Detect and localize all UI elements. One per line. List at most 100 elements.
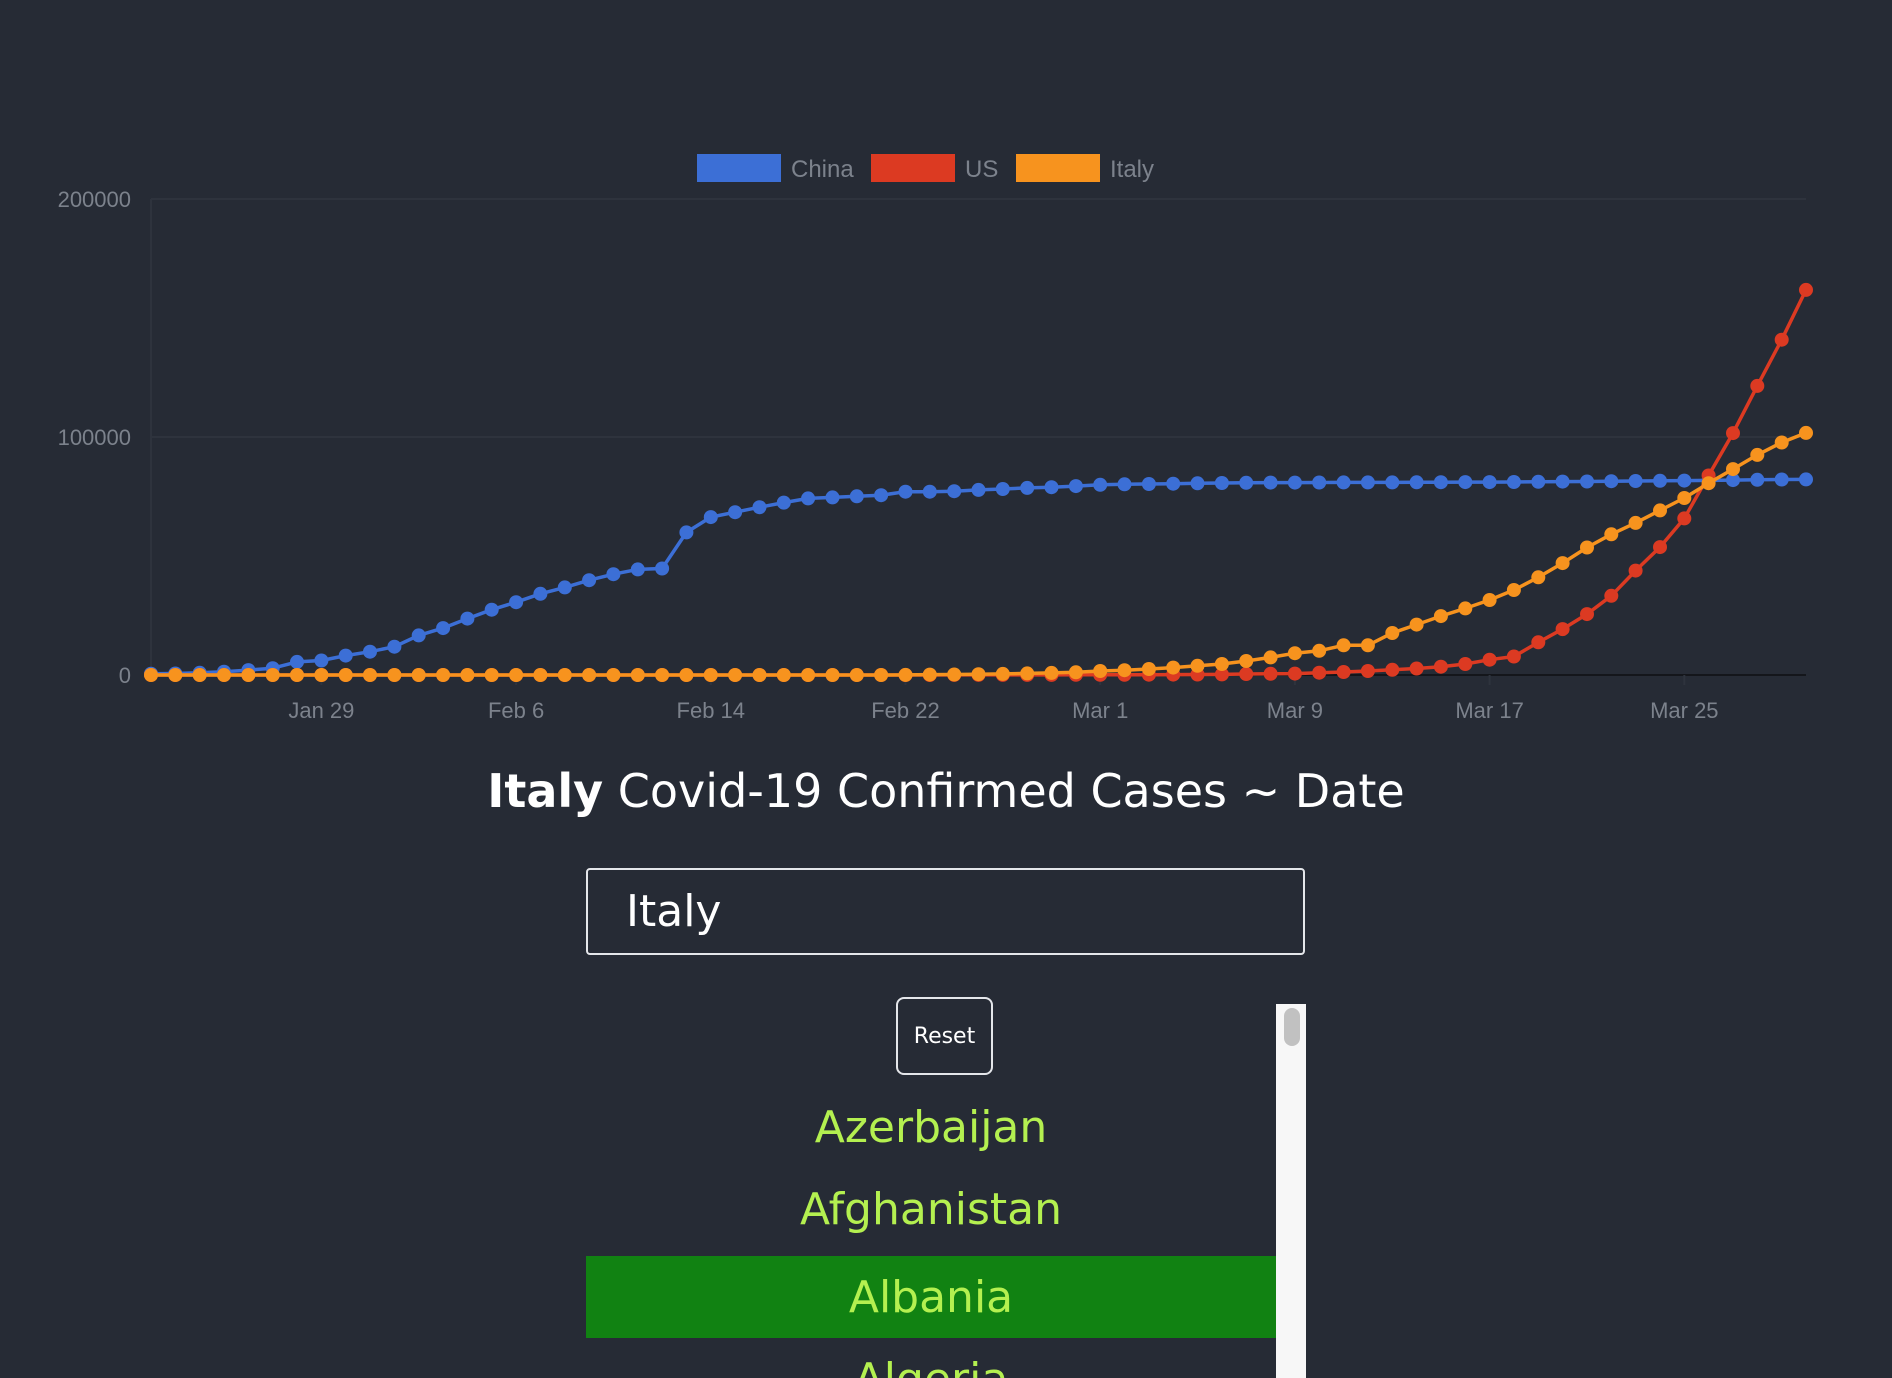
data-point-italy[interactable] [971,667,986,682]
data-point-us[interactable] [1677,511,1692,526]
data-point-italy[interactable] [1774,435,1789,450]
data-point-china[interactable] [411,628,426,643]
data-point-italy[interactable] [752,668,767,682]
data-point-china[interactable] [1604,474,1619,489]
data-point-italy[interactable] [1044,665,1059,680]
data-point-us[interactable] [1531,635,1546,650]
data-point-italy[interactable] [898,667,913,682]
data-point-china[interactable] [1750,472,1765,487]
data-point-china[interactable] [1531,474,1546,489]
data-point-italy[interactable] [1604,527,1619,542]
data-point-italy[interactable] [630,668,645,682]
data-point-china[interactable] [1263,475,1278,490]
data-point-china[interactable] [1385,475,1400,490]
data-point-china[interactable] [1628,474,1643,488]
data-point-italy[interactable] [825,668,840,682]
data-point-china[interactable] [338,648,353,663]
data-point-china[interactable] [1360,475,1375,490]
data-point-china[interactable] [630,562,645,577]
data-point-italy[interactable] [484,668,499,682]
data-point-china[interactable] [1312,475,1327,490]
data-point-italy[interactable] [1093,664,1108,678]
data-point-italy[interactable] [703,668,718,682]
data-point-us[interactable] [1263,666,1278,681]
country-item-azerbaijan[interactable]: Azerbaijan [814,1101,1048,1153]
data-point-italy[interactable] [1653,503,1667,518]
data-point-china[interactable] [655,561,670,576]
data-point-us[interactable] [1409,661,1424,676]
data-point-china[interactable] [290,654,304,669]
data-point-us[interactable] [1628,563,1643,578]
data-point-italy[interactable] [679,668,694,682]
data-point-us[interactable] [1433,659,1448,674]
data-point-italy[interactable] [1239,654,1254,668]
data-point-us[interactable] [1336,665,1351,679]
data-point-italy[interactable] [338,668,353,682]
data-point-china[interactable] [1190,476,1205,491]
data-point-italy[interactable] [1190,658,1205,673]
data-point-italy[interactable] [314,668,329,682]
data-point-italy[interactable] [1068,665,1083,680]
data-point-italy[interactable] [241,668,256,682]
data-point-china[interactable] [1239,475,1254,490]
reset-button[interactable]: Reset [896,997,993,1075]
data-point-us[interactable] [1555,622,1570,637]
data-point-china[interactable] [1653,473,1667,488]
data-point-us[interactable] [1385,662,1400,677]
data-point-italy[interactable] [436,668,451,682]
data-point-italy[interactable] [655,668,670,682]
data-point-us[interactable] [1506,649,1521,664]
country-item-afghanistan[interactable]: Afghanistan [800,1183,1062,1235]
data-point-china[interactable] [1458,475,1473,490]
data-point-china[interactable] [995,482,1010,496]
data-point-us[interactable] [1214,667,1229,682]
data-point-china[interactable] [1141,477,1156,491]
data-point-italy[interactable] [1166,660,1181,675]
data-point-china[interactable] [898,484,913,499]
data-point-italy[interactable] [557,668,572,682]
data-point-italy[interactable] [411,668,426,682]
data-point-us[interactable] [1799,282,1813,297]
data-point-italy[interactable] [460,668,475,682]
data-point-italy[interactable] [1214,657,1229,671]
data-point-italy[interactable] [849,668,864,682]
data-point-italy[interactable] [1750,447,1765,462]
data-point-us[interactable] [1360,664,1375,678]
data-point-china[interactable] [703,510,718,525]
data-point-china[interactable] [1774,472,1789,487]
data-point-italy[interactable] [290,668,304,682]
scrollbar-thumb[interactable] [1284,1008,1300,1046]
data-point-china[interactable] [1044,480,1059,495]
data-point-china[interactable] [557,580,572,595]
data-point-us[interactable] [1482,652,1497,667]
data-point-us[interactable] [1604,588,1619,603]
data-point-china[interactable] [1677,473,1692,488]
data-point-us[interactable] [1580,607,1594,622]
data-point-italy[interactable] [1458,601,1473,616]
data-point-china[interactable] [582,573,597,588]
data-point-italy[interactable] [1117,663,1132,678]
data-point-italy[interactable] [947,667,962,682]
data-point-italy[interactable] [192,668,207,682]
data-point-italy[interactable] [874,668,889,682]
data-point-italy[interactable] [533,668,548,682]
data-point-italy[interactable] [168,668,183,682]
data-point-us[interactable] [1653,540,1667,555]
data-point-china[interactable] [1555,474,1570,489]
data-point-italy[interactable] [582,668,597,682]
data-point-china[interactable] [922,484,937,499]
data-point-china[interactable] [363,644,377,659]
data-point-china[interactable] [1214,476,1229,490]
data-point-italy[interactable] [1385,626,1400,640]
data-point-italy[interactable] [995,666,1010,681]
data-point-italy[interactable] [1799,425,1813,440]
data-point-china[interactable] [1336,475,1351,490]
data-point-italy[interactable] [606,668,621,682]
data-point-china[interactable] [801,491,816,506]
data-point-china[interactable] [1580,474,1594,489]
data-point-italy[interactable] [1580,540,1594,555]
data-point-us[interactable] [1458,657,1473,671]
country-search-input[interactable] [586,868,1305,955]
data-point-china[interactable] [1117,477,1132,492]
data-point-italy[interactable] [1409,617,1424,632]
